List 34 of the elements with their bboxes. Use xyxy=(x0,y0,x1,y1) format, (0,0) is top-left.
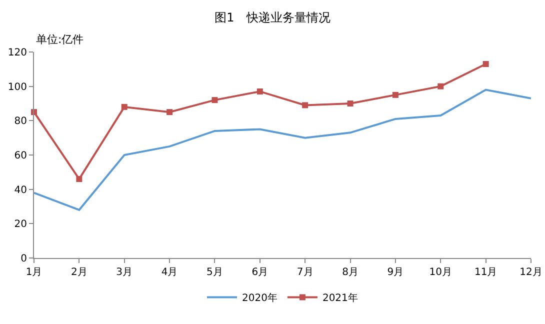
x-tick-label: 10月 xyxy=(429,267,452,278)
point xyxy=(212,97,218,104)
x-tick-label: 5月 xyxy=(206,267,223,278)
x-tick-label: 12月 xyxy=(520,267,542,278)
point xyxy=(438,83,444,90)
x-tick-label: 7月 xyxy=(296,267,314,278)
x-tick-label: 1月 xyxy=(26,267,42,278)
y-tick-label: 60 xyxy=(14,150,27,162)
chart-title: 图1 快递业务量情况 xyxy=(214,10,330,24)
x-tick-label: 4月 xyxy=(161,267,178,278)
point xyxy=(482,61,489,68)
point xyxy=(76,176,82,182)
point xyxy=(256,88,263,94)
y-tick-label: 20 xyxy=(14,219,27,230)
y-tick-label: 0 xyxy=(20,254,27,264)
x-tick-label: 2月 xyxy=(70,267,88,278)
x-tick-label: 8月 xyxy=(342,267,358,278)
line-series xyxy=(34,88,531,211)
x-tick-label: 3月 xyxy=(116,267,133,278)
y-tick-label: 100 xyxy=(8,82,27,93)
legend-label: 2020年 xyxy=(242,292,278,304)
x-tick-label: 6月 xyxy=(252,267,268,278)
x-tick-label: 11月 xyxy=(474,267,498,278)
legend-label: 2021年 xyxy=(322,292,358,304)
y-axis-title: 单位:亿件 xyxy=(36,33,84,46)
point xyxy=(166,109,173,116)
y-tick-label: 80 xyxy=(14,116,27,128)
point xyxy=(392,92,398,98)
x-tick-label: 9月 xyxy=(387,267,404,278)
y-tick-label: 40 xyxy=(14,184,27,196)
point xyxy=(121,104,128,110)
point xyxy=(302,102,308,108)
y-tick-label: 120 xyxy=(8,48,27,58)
point xyxy=(347,100,354,106)
